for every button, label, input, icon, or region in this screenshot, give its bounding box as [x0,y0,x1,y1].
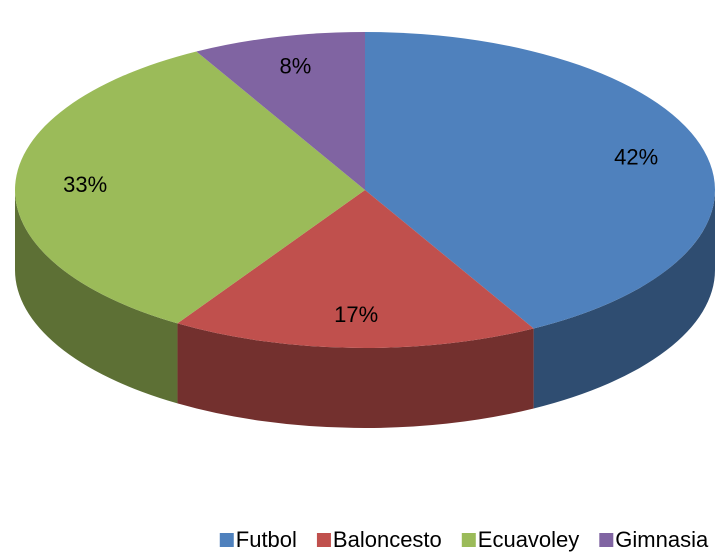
legend: Futbol Baloncesto Ecuavoley Gimnasia [219,527,709,552]
slice-side [177,323,534,428]
legend-swatch [316,533,331,547]
slice-side [15,190,178,404]
data-label: 33% [63,172,107,197]
legend-swatch [599,533,614,547]
legend-label: Baloncesto [333,527,442,552]
slice [365,32,715,329]
slice [177,190,534,349]
legend-label: Futbol [236,527,297,552]
data-label: 8% [279,53,311,78]
legend-swatch [461,533,476,547]
slice-side [533,190,715,409]
slice [196,32,365,190]
data-label: 42% [614,144,658,169]
legend-label: Ecuavoley [478,527,580,552]
slice [14,51,365,324]
data-label: 17% [334,302,378,327]
legend-label: Gimnasia [615,527,709,552]
legend-swatch [219,533,234,547]
